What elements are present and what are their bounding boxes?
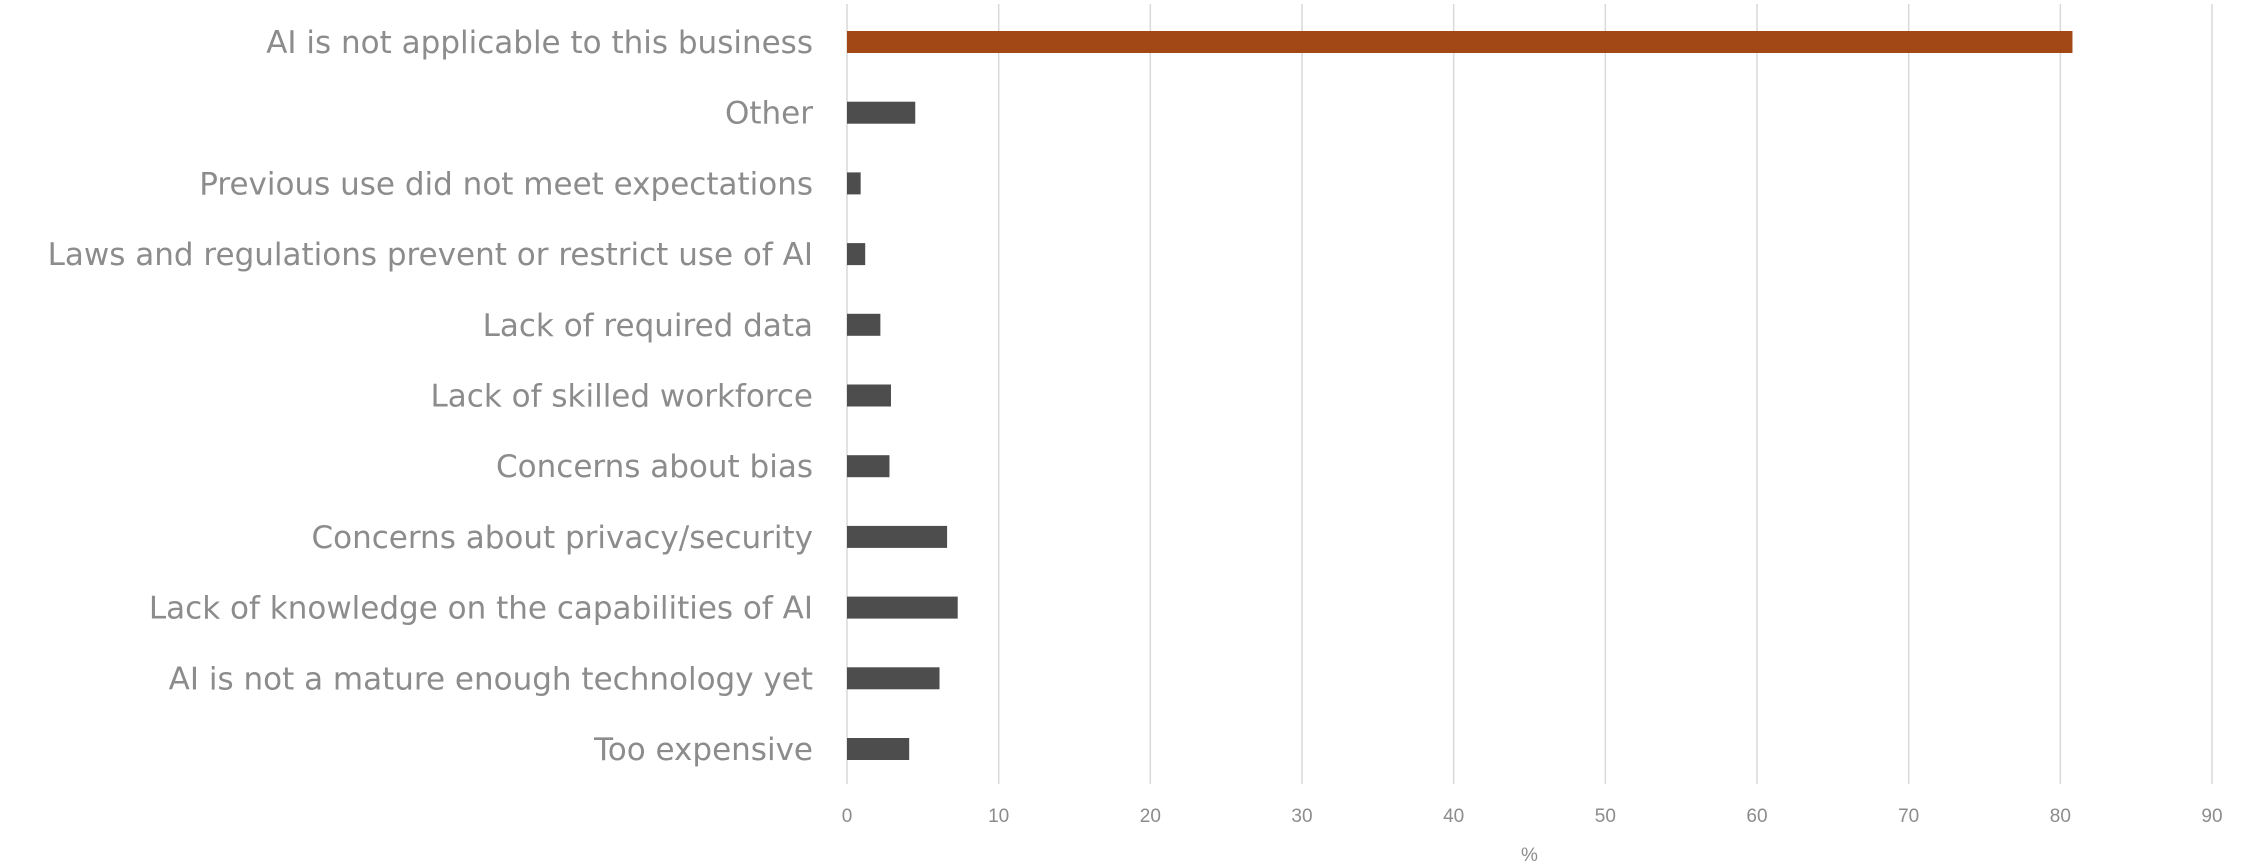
category-label: Lack of knowledge on the capabilities of… (149, 591, 813, 627)
category-label: AI is not a mature enough technology yet (169, 661, 813, 697)
category-label: Too expensive (593, 732, 813, 768)
x-tick-label: 90 (2201, 806, 2222, 827)
bar (847, 313, 881, 336)
bar (847, 525, 948, 548)
bar (847, 455, 890, 478)
bar (847, 738, 910, 760)
x-tick-label: 30 (1291, 806, 1312, 827)
x-tick-label: 60 (1746, 806, 1767, 827)
bar (847, 596, 958, 619)
bar (847, 31, 2073, 53)
gridlines (846, 4, 2213, 784)
bar (847, 101, 916, 124)
category-label: Other (725, 96, 813, 132)
bar (847, 172, 861, 195)
category-label: Previous use did not meet expectations (199, 166, 813, 202)
category-label: Concerns about bias (496, 449, 813, 485)
x-tick-label: 40 (1443, 806, 1464, 827)
x-tick-label: 20 (1140, 806, 1161, 827)
bars (847, 31, 2073, 760)
x-tick-labels: 0 10 20 30 40 50 60 70 80 90 (842, 806, 2223, 827)
category-label: AI is not applicable to this business (266, 25, 813, 61)
category-label: Concerns about privacy/security (311, 520, 813, 556)
category-labels: AI is not applicable to this business Oth… (48, 25, 814, 768)
x-tick-label: 80 (2050, 806, 2071, 827)
category-label: Laws and regulations prevent or restrict… (48, 237, 813, 273)
bar (847, 384, 891, 407)
category-label: Lack of skilled workforce (431, 379, 813, 415)
x-axis-title: % (1521, 845, 1538, 863)
bar (847, 667, 940, 690)
category-label: Lack of required data (483, 308, 813, 344)
x-tick-label: 50 (1595, 806, 1616, 827)
x-tick-label: 0 (842, 806, 853, 827)
x-tick-label: 70 (1898, 806, 1919, 827)
x-tick-label: 10 (988, 806, 1009, 827)
bar (847, 243, 866, 266)
